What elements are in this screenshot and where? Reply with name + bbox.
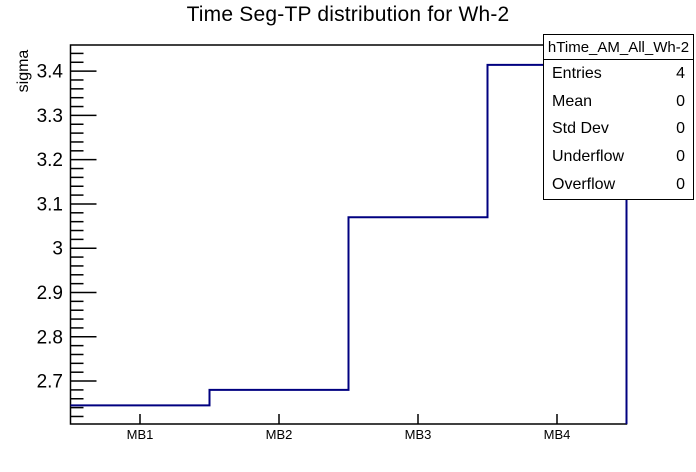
stat-row: Entries 4 <box>544 60 693 88</box>
stat-label: Underflow <box>552 148 625 166</box>
stat-value: 0 <box>676 120 685 138</box>
y-tick-label: 2.8 <box>37 327 63 348</box>
plot-title: Time Seg-TP distribution for Wh-2 <box>186 3 510 26</box>
stat-value: 0 <box>676 148 685 166</box>
y-tick-label: 2.7 <box>37 372 63 393</box>
stats-box-body: Entries 4 Mean 0 Std Dev 0 Underflow 0 Overflow 0 <box>544 60 693 199</box>
stat-row: Underflow 0 <box>544 143 693 171</box>
y-tick-label: 3.1 <box>37 194 63 215</box>
stat-row: Overflow 0 <box>544 171 693 199</box>
y-tick-label: 3 <box>52 239 63 260</box>
stats-box-title: hTime_AM_All_Wh-2 <box>544 35 693 60</box>
y-tick-label: 3.2 <box>37 150 63 171</box>
y-tick-label: 3.3 <box>37 106 63 127</box>
stat-value: 0 <box>676 176 685 194</box>
stat-label: Entries <box>552 64 602 82</box>
stat-row: Std Dev 0 <box>544 116 693 144</box>
x-tick-label: MB3 <box>405 427 432 442</box>
stat-row: Mean 0 <box>544 88 693 116</box>
x-tick-label: MB4 <box>544 427 571 442</box>
y-tick-label: 3.4 <box>37 62 64 83</box>
x-axis: MB1 MB2 MB3 MB4 <box>127 414 571 442</box>
stat-label: Mean <box>552 92 593 110</box>
x-tick-label: MB1 <box>127 427 154 442</box>
stats-box: hTime_AM_All_Wh-2 Entries 4 Mean 0 Std Dev 0 U… <box>543 34 694 200</box>
stat-value: 0 <box>676 92 685 110</box>
stat-value: 4 <box>676 64 685 82</box>
y-axis: 2.7 2.8 2.9 3 3.1 3.2 3.3 3.4 <box>37 52 97 418</box>
x-tick-label: MB2 <box>266 427 293 442</box>
stat-label: Overflow <box>552 176 616 194</box>
y-tick-label: 2.9 <box>37 283 63 304</box>
stat-label: Std Dev <box>552 120 609 138</box>
